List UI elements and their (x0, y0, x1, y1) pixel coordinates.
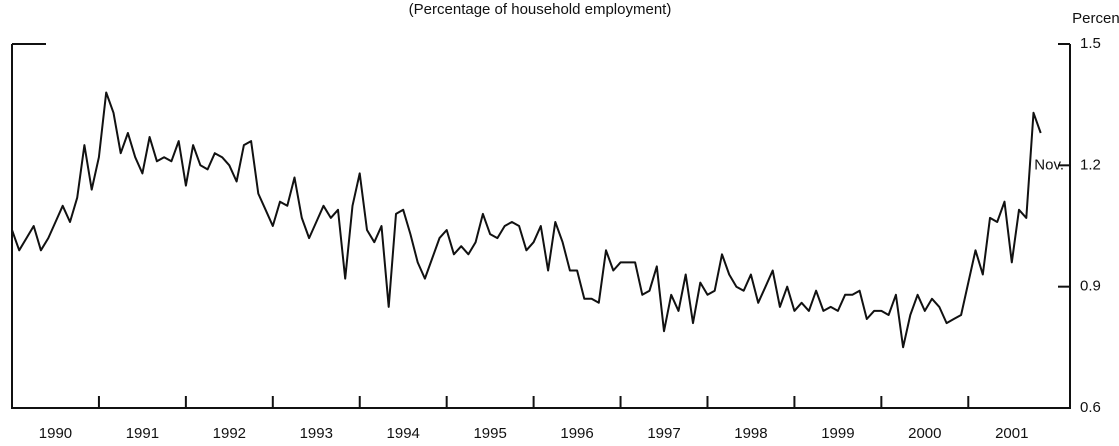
annotation: Nov. (1034, 156, 1064, 173)
chart-subtitle: (Percentage of household employment) (409, 1, 672, 18)
y-tick-label: 0.6 (1080, 399, 1101, 416)
x-tick-label: 1994 (387, 425, 420, 442)
y-tick-label: 1.2 (1080, 156, 1101, 173)
x-tick-label: 1998 (734, 425, 767, 442)
x-tick-label: 2001 (995, 425, 1028, 442)
x-tick-label: 2000 (908, 425, 941, 442)
x-tick-label: 1993 (300, 425, 333, 442)
axis-frame (11, 44, 1071, 409)
x-tick-label: 1990 (39, 425, 72, 442)
y-axis-label: Percent (1072, 10, 1119, 27)
y-tick-label: 1.5 (1080, 35, 1101, 52)
x-tick-label: 1996 (560, 425, 593, 442)
data-line (11, 91, 1042, 349)
x-tick-label: 1995 (473, 425, 506, 442)
x-tick-label: 1997 (647, 425, 680, 442)
x-tick-label: 1992 (213, 425, 246, 442)
x-tick-label: 1991 (126, 425, 159, 442)
x-tick-label: 1999 (821, 425, 854, 442)
y-tick-label: 0.9 (1080, 278, 1101, 295)
